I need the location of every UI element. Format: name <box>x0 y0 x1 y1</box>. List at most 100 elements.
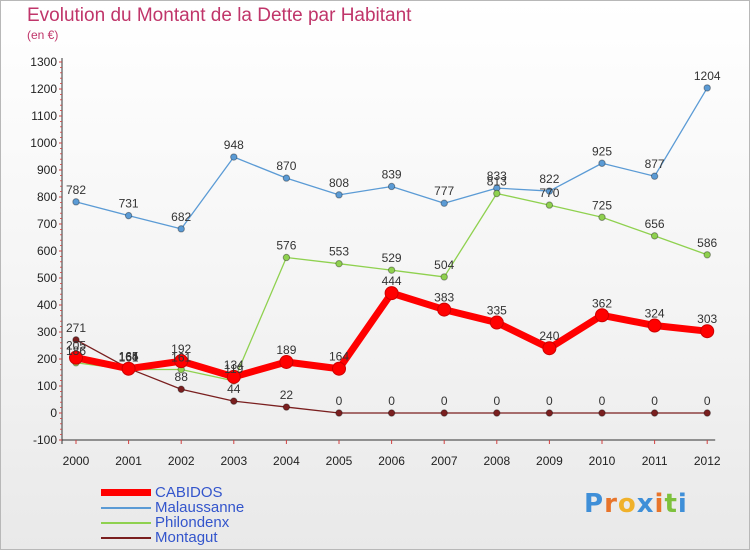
data-point <box>335 259 343 268</box>
data-point <box>545 187 554 195</box>
x-tick-label: 2012 <box>694 454 721 468</box>
y-tick-label: 100 <box>37 379 57 393</box>
data-point <box>282 253 291 262</box>
data-label: 164 <box>329 350 349 364</box>
data-label: 0 <box>704 394 711 408</box>
data-label: 777 <box>434 184 454 198</box>
data-label: 782 <box>66 183 86 197</box>
data-label: 165 <box>119 349 139 363</box>
data-point <box>387 409 396 417</box>
x-tick-label: 2000 <box>63 454 90 468</box>
data-label: 833 <box>487 169 507 183</box>
data-label: 240 <box>539 329 559 343</box>
data-label: 731 <box>119 197 139 211</box>
x-tick-label: 2005 <box>326 454 353 468</box>
data-label: 504 <box>434 258 454 272</box>
data-label: 553 <box>329 245 349 259</box>
data-point <box>542 341 557 356</box>
data-label: 383 <box>434 291 454 305</box>
data-label: 335 <box>487 304 507 318</box>
data-label: 186 <box>66 344 86 358</box>
data-label: 192 <box>171 342 191 356</box>
data-label: 161 <box>171 351 191 365</box>
chart-unit-label: (en €) <box>27 28 59 42</box>
legend-swatch-philondenx <box>101 522 151 524</box>
data-point <box>598 409 606 417</box>
data-label: 134 <box>224 358 244 372</box>
legend-item-cabidos: CABIDOS <box>101 485 361 500</box>
x-tick-label: 2004 <box>273 454 300 468</box>
legend-label-philondenx: Philondenx <box>155 514 230 531</box>
data-label: 0 <box>651 394 658 408</box>
y-tick-label: 1000 <box>30 136 57 150</box>
x-tick-label: 2001 <box>115 454 142 468</box>
data-point <box>177 385 185 393</box>
data-label: 839 <box>382 167 402 181</box>
data-label: 205 <box>66 339 86 353</box>
data-label: 576 <box>276 238 296 252</box>
data-point <box>69 350 83 365</box>
brand-letter: P <box>584 489 605 519</box>
data-label: 0 <box>599 394 606 408</box>
data-point <box>121 361 136 376</box>
data-point <box>703 84 711 92</box>
data-label: 808 <box>329 176 349 190</box>
data-point <box>387 182 396 191</box>
x-tick-label: 2007 <box>431 454 458 468</box>
data-point <box>72 336 80 344</box>
data-label: 656 <box>645 217 665 231</box>
legend-item-malaussanne: Malaussanne <box>101 500 361 515</box>
data-label: 870 <box>276 159 296 173</box>
data-point <box>282 174 291 182</box>
series-line <box>75 87 708 230</box>
data-label: 161 <box>119 351 139 365</box>
brand-letter: i <box>677 489 688 519</box>
brand-letter: i <box>654 489 665 519</box>
y-tick-label: 900 <box>37 163 57 177</box>
chart-title: Evolution du Montant de la Dette par Hab… <box>27 5 412 26</box>
data-point <box>440 273 448 281</box>
data-point <box>335 191 343 199</box>
data-label: 948 <box>224 138 244 152</box>
data-label: 1204 <box>694 69 721 83</box>
data-point <box>545 409 554 417</box>
brand-letter: o <box>617 489 637 519</box>
brand-logo: Proxiti <box>584 489 688 519</box>
data-label: 0 <box>546 394 553 408</box>
x-tick-label: 2002 <box>168 454 195 468</box>
data-label: 770 <box>539 186 559 200</box>
data-point <box>650 409 659 417</box>
data-point <box>384 286 399 301</box>
data-point <box>650 172 659 180</box>
data-label: 813 <box>487 174 507 188</box>
data-label: 822 <box>539 172 559 186</box>
data-point <box>700 324 715 339</box>
data-point <box>650 232 659 240</box>
y-tick-label: 400 <box>37 298 57 312</box>
data-label: 877 <box>645 157 665 171</box>
legend: CABIDOS Malaussanne Philondenx Montagut <box>101 485 361 545</box>
data-point <box>440 199 448 207</box>
legend-label-montagut: Montagut <box>155 529 218 546</box>
x-tick-label: 2010 <box>589 454 616 468</box>
y-tick-label: 1300 <box>30 55 57 69</box>
data-point <box>595 308 609 323</box>
legend-swatch-cabidos <box>101 489 151 496</box>
data-point <box>282 403 291 411</box>
brand-letter: t <box>664 489 678 519</box>
data-label: 925 <box>592 144 612 158</box>
data-label: 0 <box>388 394 395 408</box>
data-label: 22 <box>280 388 294 402</box>
data-point <box>279 354 294 369</box>
y-tick-label: 1100 <box>31 109 57 123</box>
data-point <box>124 211 133 220</box>
y-tick-label: 500 <box>37 271 57 285</box>
data-point <box>174 354 189 369</box>
y-tick-label: 300 <box>37 325 57 339</box>
legend-item-montagut: Montagut <box>101 530 361 545</box>
data-point <box>440 409 448 417</box>
y-tick-label: 600 <box>37 244 57 258</box>
data-label: 0 <box>336 394 343 408</box>
data-point <box>226 369 241 384</box>
